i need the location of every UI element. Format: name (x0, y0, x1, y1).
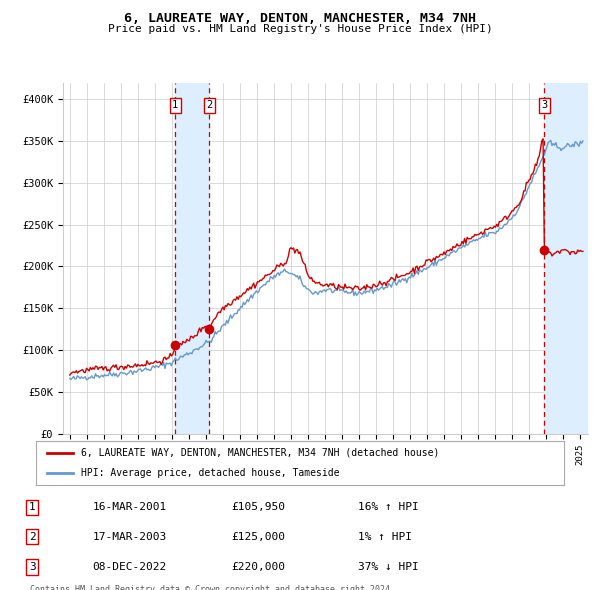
Bar (544, 83, 588, 434)
Text: £105,950: £105,950 (231, 502, 285, 512)
Text: £220,000: £220,000 (231, 562, 285, 572)
Text: 3: 3 (541, 100, 547, 110)
Text: 2: 2 (29, 532, 35, 542)
Text: 1: 1 (29, 502, 35, 512)
Text: Price paid vs. HM Land Registry's House Price Index (HPI): Price paid vs. HM Land Registry's House … (107, 24, 493, 34)
Text: 6, LAUREATE WAY, DENTON, MANCHESTER, M34 7NH: 6, LAUREATE WAY, DENTON, MANCHESTER, M34… (124, 12, 476, 25)
Text: HPI: Average price, detached house, Tameside: HPI: Average price, detached house, Tame… (81, 468, 340, 478)
Text: Contains HM Land Registry data © Crown copyright and database right 2024.: Contains HM Land Registry data © Crown c… (30, 585, 395, 590)
Text: 16% ↑ HPI: 16% ↑ HPI (358, 502, 418, 512)
Text: 1% ↑ HPI: 1% ↑ HPI (358, 532, 412, 542)
Text: 17-MAR-2003: 17-MAR-2003 (92, 532, 167, 542)
Text: 3: 3 (29, 562, 35, 572)
Text: 2: 2 (206, 100, 212, 110)
Text: 08-DEC-2022: 08-DEC-2022 (92, 562, 167, 572)
Text: 6, LAUREATE WAY, DENTON, MANCHESTER, M34 7NH (detached house): 6, LAUREATE WAY, DENTON, MANCHESTER, M34… (81, 448, 439, 458)
Text: 1: 1 (172, 100, 178, 110)
Text: 37% ↓ HPI: 37% ↓ HPI (358, 562, 418, 572)
Text: 16-MAR-2001: 16-MAR-2001 (92, 502, 167, 512)
Text: £125,000: £125,000 (231, 532, 285, 542)
Bar (175, 83, 209, 434)
